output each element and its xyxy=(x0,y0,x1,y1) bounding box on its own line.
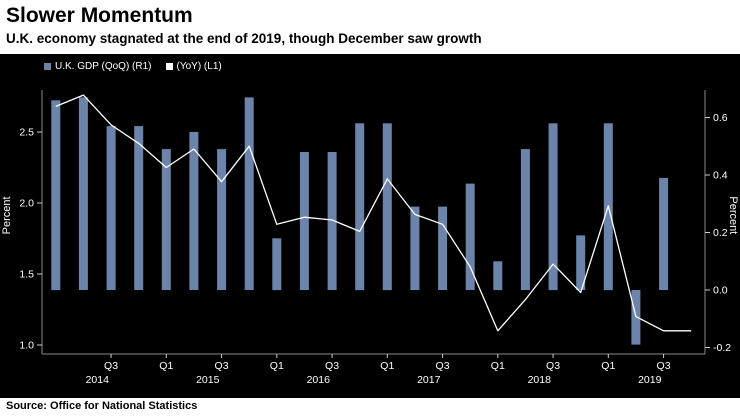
right-axis-title: Percent xyxy=(727,196,739,235)
qoq-bar xyxy=(520,149,530,290)
qoq-bar xyxy=(438,206,448,290)
qoq-bar xyxy=(189,131,199,290)
x-tick-label: Q1 xyxy=(380,360,394,372)
left-axis-title: Percent xyxy=(1,196,13,235)
qoq-bar xyxy=(78,97,88,291)
qoq-bar xyxy=(134,126,144,290)
qoq-bar xyxy=(548,123,558,291)
qoq-bar xyxy=(244,97,254,291)
chart-footer: Source: Office for National Statistics xyxy=(0,398,740,416)
right-tick-label: 0.6 xyxy=(713,112,728,124)
x-year-label: 2019 xyxy=(638,374,662,386)
chart-header: Slower Momentum U.K. economy stagnated a… xyxy=(0,0,740,54)
source-text: Source: Office for National Statistics xyxy=(6,400,198,412)
x-tick-label: Q3 xyxy=(104,360,118,372)
qoq-bar xyxy=(217,149,227,290)
qoq-bar xyxy=(493,261,503,291)
qoq-bar xyxy=(382,123,392,291)
qoq-bar xyxy=(659,177,669,290)
x-tick-label: Q3 xyxy=(436,360,450,372)
qoq-bar xyxy=(51,100,61,291)
left-tick-label: 1.5 xyxy=(19,269,34,281)
qoq-bar xyxy=(465,183,475,290)
legend-item-qoq: U.K. GDP (QoQ) (R1) xyxy=(44,61,152,72)
legend-label-qoq: U.K. GDP (QoQ) (R1) xyxy=(55,61,152,72)
chart-title: Slower Momentum xyxy=(6,4,193,27)
x-year-label: 2015 xyxy=(196,374,220,386)
x-tick-label: Q3 xyxy=(215,360,229,372)
right-tick-label: 0.4 xyxy=(713,170,728,182)
legend-label-yoy: (YoY) (L1) xyxy=(176,61,222,72)
qoq-bar xyxy=(355,123,365,291)
x-year-label: 2017 xyxy=(417,374,441,386)
chart-legend: U.K. GDP (QoQ) (R1) (YoY) (L1) xyxy=(44,61,222,72)
left-tick-label: 1.0 xyxy=(19,340,34,352)
qoq-bar xyxy=(327,152,337,290)
x-year-label: 2014 xyxy=(86,374,110,386)
yoy-line xyxy=(55,94,692,332)
x-tick-label: Q3 xyxy=(546,360,560,372)
qoq-bar xyxy=(576,235,586,290)
right-tick-label: -0.2 xyxy=(713,342,731,354)
x-tick-label: Q3 xyxy=(657,360,671,372)
legend-item-yoy: (YoY) (L1) xyxy=(165,61,222,72)
x-tick-label: Q3 xyxy=(325,360,339,372)
qoq-bar xyxy=(410,206,420,290)
x-year-label: 2018 xyxy=(528,374,552,386)
qoq-bar xyxy=(272,238,282,291)
right-tick-label: 0.2 xyxy=(713,227,728,239)
line-series-swatch-icon xyxy=(165,63,173,70)
qoq-bar xyxy=(106,126,116,290)
left-tick-label: 2.5 xyxy=(19,127,34,139)
x-year-label: 2016 xyxy=(307,374,331,386)
left-tick-label: 2.0 xyxy=(19,198,34,210)
qoq-bar xyxy=(161,149,171,290)
x-tick-label: Q1 xyxy=(601,360,615,372)
bar-series-swatch-icon xyxy=(44,63,51,70)
x-tick-label: Q1 xyxy=(491,360,505,372)
x-tick-label: Q1 xyxy=(270,360,284,372)
qoq-bar xyxy=(299,152,309,290)
x-tick-label: Q1 xyxy=(159,360,173,372)
chart-subtitle: U.K. economy stagnated at the end of 201… xyxy=(6,31,482,46)
gdp-chart-svg: 2.5 2.0 1.5 1.0 0.6 0.4 0.2 0.0 -0.2 Q3 Q1 Q3 Q1 Q3 Q1… xyxy=(19,90,731,386)
chart-area: U.K. GDP (QoQ) (R1) (YoY) (L1) Percent P… xyxy=(0,54,740,398)
right-tick-label: 0.0 xyxy=(713,285,728,297)
